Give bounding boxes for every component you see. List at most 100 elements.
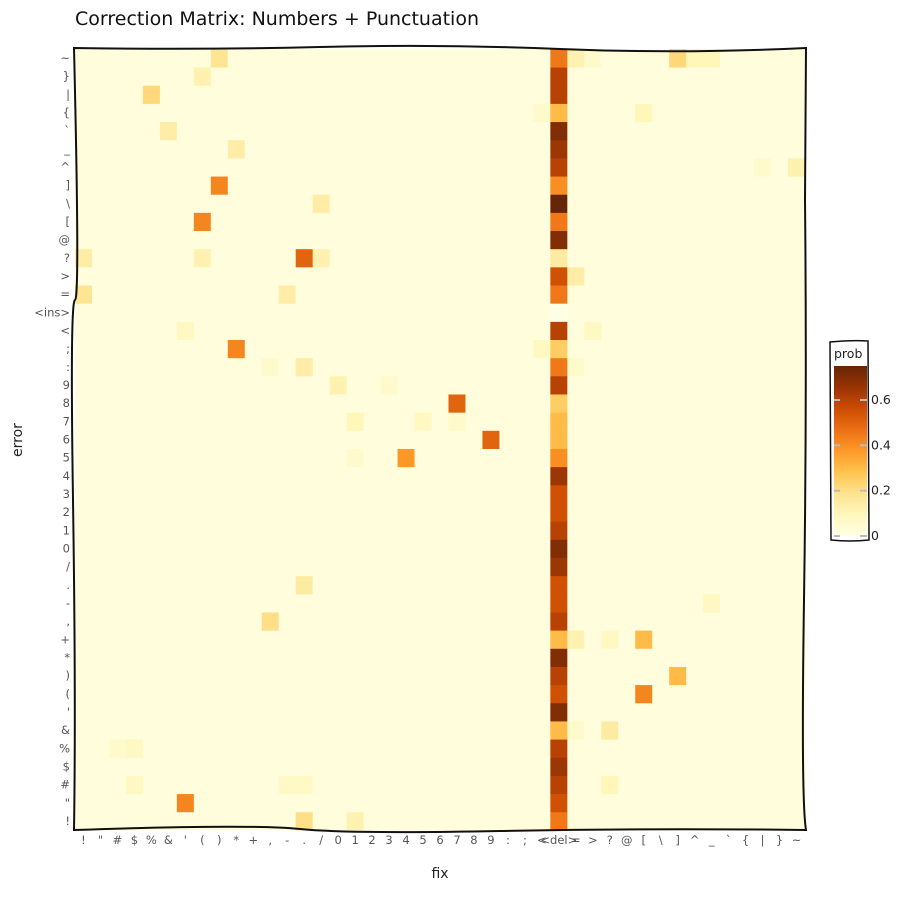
- heatmap-cell: [210, 375, 229, 395]
- heatmap-cell: [550, 612, 568, 631]
- heatmap-cell: [176, 666, 195, 686]
- heatmap-cell: [75, 721, 93, 740]
- heatmap-cell: [380, 757, 398, 776]
- heatmap-cell: [431, 484, 449, 504]
- heatmap-cell: [584, 793, 602, 813]
- heatmap-cell: [210, 248, 229, 268]
- heatmap-cell: [329, 739, 348, 758]
- heatmap-cell: [754, 85, 772, 104]
- heatmap-cell: [125, 466, 144, 486]
- heatmap-cell: [720, 739, 738, 758]
- heatmap-cell: [312, 176, 331, 195]
- heatmap-cell: [414, 811, 432, 831]
- heatmap-cell: [142, 793, 161, 813]
- heatmap-cell: [771, 176, 789, 195]
- heatmap-cell: [618, 521, 636, 540]
- heatmap-cell: [431, 194, 449, 213]
- heatmap-cell: [312, 339, 331, 359]
- heatmap-cell: [346, 339, 365, 359]
- heatmap-cell: [261, 648, 280, 667]
- heatmap-cell: [278, 321, 297, 340]
- heatmap-cell: [584, 121, 602, 141]
- heatmap-cell: [516, 448, 534, 468]
- heatmap-cell: [584, 103, 602, 123]
- heatmap-cell: [720, 412, 738, 431]
- heatmap-cell: [108, 466, 127, 486]
- heatmap-cell: [278, 521, 297, 540]
- heatmap-cell: [703, 557, 721, 577]
- heatmap-cell: [329, 230, 348, 250]
- heatmap-cell: [499, 266, 517, 286]
- heatmap-cell: [754, 612, 772, 631]
- heatmap-cell: [380, 684, 398, 704]
- heatmap-cell: [159, 176, 178, 195]
- heatmap-cell: [788, 448, 806, 468]
- heatmap-cell: [703, 448, 721, 468]
- heatmap-cell: [193, 484, 212, 504]
- heatmap-cell: [601, 739, 619, 758]
- heatmap-cell: [431, 321, 449, 340]
- heatmap-cell: [601, 721, 619, 740]
- heatmap-cell: [75, 757, 93, 776]
- heatmap-cell: [210, 139, 229, 159]
- heatmap-cell: [601, 612, 619, 631]
- heatmap-cell: [669, 466, 687, 486]
- heatmap-cell: [125, 230, 144, 250]
- heatmap-cell: [533, 648, 551, 667]
- heatmap-cell: [771, 811, 789, 831]
- heatmap-cell: [312, 49, 331, 68]
- heatmap-cell: [652, 248, 670, 268]
- heatmap-cell: [737, 103, 755, 123]
- heatmap-cell: [482, 139, 500, 159]
- heatmap-cell: [771, 757, 789, 776]
- heatmap-cell: [703, 739, 721, 758]
- heatmap-cell: [329, 49, 348, 68]
- heatmap-cell: [75, 503, 93, 522]
- heatmap-cell: [278, 575, 297, 595]
- heatmap-cell: [346, 757, 365, 776]
- heatmap-cell: [193, 575, 212, 595]
- heatmap-cell: [652, 448, 670, 468]
- heatmap-cell: [754, 503, 772, 522]
- heatmap-cell: [210, 539, 229, 558]
- heatmap-cell: [788, 248, 806, 268]
- heatmap-cell: [295, 684, 314, 704]
- heatmap-cell: [550, 194, 568, 213]
- y-tick-label: @: [59, 233, 71, 247]
- heatmap-cell: [176, 648, 195, 667]
- heatmap-cell: [176, 539, 195, 558]
- heatmap-cell: [91, 775, 110, 795]
- heatmap-cell: [771, 285, 789, 304]
- heatmap-cell: [482, 684, 500, 704]
- heatmap-cell: [720, 67, 738, 86]
- heatmap-cell: [601, 49, 619, 68]
- heatmap-cell: [75, 684, 93, 704]
- heatmap-cell: [176, 121, 195, 141]
- heatmap-cell: [414, 103, 432, 123]
- heatmap-cell: [516, 430, 534, 449]
- heatmap-cell: [108, 121, 127, 141]
- heatmap-cell: [261, 85, 280, 104]
- heatmap-cell: [771, 503, 789, 522]
- heatmap-cell: [669, 539, 687, 558]
- heatmap-cell: [125, 630, 144, 649]
- heatmap-cell: [703, 430, 721, 449]
- heatmap-cell: [312, 230, 331, 250]
- heatmap-cell: [703, 285, 721, 304]
- heatmap-cell: [414, 575, 432, 595]
- heatmap-cell: [550, 539, 568, 558]
- heatmap-cell: [125, 593, 144, 613]
- heatmap-cell: [159, 630, 178, 649]
- heatmap-cell: [380, 139, 398, 159]
- heatmap-cell: [720, 157, 738, 177]
- heatmap-cell: [550, 303, 568, 322]
- heatmap-cell: [431, 266, 449, 286]
- heatmap-cell: [193, 357, 212, 377]
- heatmap-cell: [380, 721, 398, 740]
- heatmap-cell: [652, 412, 670, 431]
- heatmap-cell: [380, 466, 398, 486]
- heatmap-cell: [125, 412, 144, 431]
- heatmap-cell: [244, 593, 263, 613]
- heatmap-cell: [584, 430, 602, 449]
- heatmap-cell: [108, 139, 127, 159]
